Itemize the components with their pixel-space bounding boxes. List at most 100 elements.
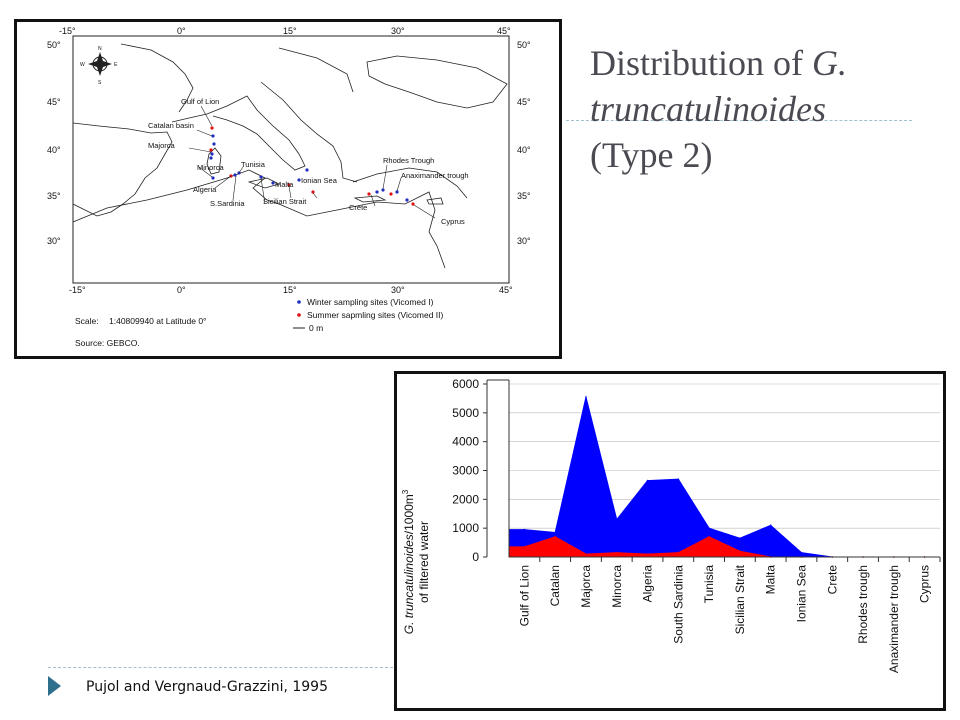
lon-label-top-3: 15° (283, 26, 297, 36)
data-point (739, 537, 741, 540)
x-tick-label: Majorca (579, 565, 593, 608)
lat-label-left-2: 45° (47, 97, 61, 107)
lon-label-top-5: 45° (497, 26, 511, 36)
map-scale-label: Scale: (75, 316, 99, 326)
map-source: Source: GEBCO. (75, 338, 140, 348)
legend-winter-label: Winter sampling sites (Vicomed I) (307, 297, 434, 307)
site-dot (211, 134, 215, 138)
title-prefix: Distribution of (590, 43, 812, 83)
x-axis-ticks: Gulf of Lion Catalan Majorca Minorca Algeria… (517, 557, 941, 673)
site-label-tunisia: Tunisia (241, 160, 266, 169)
lat-label-right-1: 50° (517, 40, 531, 50)
y-axis-label-line2: of filtered water (417, 521, 431, 603)
x-tick-label: Minorca (610, 565, 624, 608)
lat-label-right-3: 40° (517, 145, 531, 155)
compass-n: N (98, 46, 102, 52)
lon-label-bottom-5: 45° (499, 285, 513, 295)
y-axis-label-unit: /1000m (402, 494, 416, 534)
y-tick-label: 0 (472, 550, 479, 564)
data-point (646, 553, 649, 555)
x-tick-label: Gulf of Lion (517, 565, 531, 626)
site-dot (395, 190, 399, 194)
lat-label-left-5: 30° (47, 236, 61, 246)
lat-label-right-4: 35° (517, 191, 531, 201)
y-axis-label: G. truncatulinoides/1000m3 (401, 489, 416, 634)
map-panel: -15° 0° 15° 30° 45° -15° 0° 15° 30° 45° … (14, 19, 562, 359)
lat-label-right-2: 45° (517, 97, 531, 107)
compass-w: W (80, 62, 85, 68)
title-divider (566, 120, 912, 121)
series-area-1 (508, 396, 925, 558)
y-tick-label: 5000 (452, 406, 479, 420)
lon-label-top-4: 30° (391, 26, 405, 36)
lat-label-left-4: 35° (47, 191, 61, 201)
site-dot (209, 156, 213, 160)
chart-panel: 6000 5000 4000 3000 2000 1000 0 Gulf of Lion Ca… (394, 371, 946, 711)
y-tick-label: 4000 (452, 435, 479, 449)
compass-rose-icon: N W E S (80, 46, 118, 86)
site-label-rhodes-trough: Rhodes Trough (383, 156, 434, 165)
title-suffix: (Type 2) (590, 135, 713, 175)
site-dot (389, 192, 393, 196)
lat-label-left-3: 40° (47, 145, 61, 155)
mediterranean-map: -15° 0° 15° 30° 45° -15° 0° 15° 30° 45° … (47, 26, 531, 348)
x-tick-label: Cyprus (918, 565, 932, 603)
x-tick-label: Malta (764, 565, 778, 595)
site-dot (259, 175, 263, 179)
site-label-gulf-of-lion: Gulf of Lion (181, 97, 219, 106)
bullet-arrow-icon (48, 676, 61, 696)
site-dot (233, 173, 237, 177)
legend-summer-label: Summer sapmling sites (Vicomed II) (307, 310, 444, 320)
site-dot (405, 198, 409, 202)
footer-divider (48, 667, 393, 668)
x-tick-label: Algeria (641, 565, 655, 603)
coastline (72, 43, 508, 269)
legend-winter-marker (297, 300, 301, 304)
data-point (554, 536, 556, 538)
page-title: Distribution of G. truncatulinoides (Typ… (590, 40, 940, 178)
site-label-minorca: Minorca (197, 163, 225, 172)
compass-e: E (114, 62, 118, 68)
x-tick-label: Crete (825, 565, 839, 595)
data-point (800, 551, 803, 554)
site-label-s-sardinia: S.Sardinia (210, 199, 245, 208)
y-axis-label-sup: 3 (401, 489, 410, 494)
site-dot (210, 126, 214, 130)
site-dot (411, 202, 415, 206)
x-tick-label: Rhodes trough (856, 565, 870, 644)
site-label-malta: Malta (275, 180, 294, 189)
data-point (646, 479, 649, 482)
lon-label-bottom-4: 30° (391, 285, 405, 295)
y-tick-label: 3000 (452, 464, 479, 478)
site-dot (271, 181, 275, 185)
y-tick-label: 1000 (452, 521, 479, 535)
y-axis-ticks: 6000 5000 4000 3000 2000 1000 0 (452, 377, 487, 564)
site-label-catalan-basin: Catalan basin (148, 121, 194, 130)
site-dot (311, 190, 315, 194)
data-point (523, 546, 526, 548)
site-label-ionian-sea: Ionian Sea (301, 176, 338, 185)
site-dot (287, 183, 291, 187)
x-tick-label: Tunisia (702, 565, 716, 604)
site-dot (381, 188, 385, 192)
data-point (677, 478, 680, 480)
y-tick-label: 2000 (452, 492, 479, 506)
site-label-cyprus: Cyprus (441, 217, 465, 226)
title-species: G. truncatulinoides (590, 43, 847, 129)
site-dot (375, 190, 379, 194)
lon-label-bottom-1: -15° (69, 285, 86, 295)
label-leaders (188, 105, 436, 219)
data-point (523, 528, 526, 531)
x-tick-label: South Sardinia (671, 565, 685, 644)
map-scale-value: 1:40809940 at Latitude 0° (109, 316, 206, 326)
data-point (615, 551, 618, 554)
lon-label-bottom-2: 0° (177, 285, 186, 295)
chart-areas (508, 396, 926, 558)
lon-label-top-2: 0° (177, 26, 186, 36)
site-dot (209, 148, 213, 152)
data-point (769, 524, 772, 527)
y-axis-label-species: G. truncatulinoides (402, 534, 416, 634)
site-label-majorca: Majorca (148, 141, 176, 150)
compass-s: S (98, 80, 102, 86)
abundance-area-chart: 6000 5000 4000 3000 2000 1000 0 Gulf of Lion Ca… (401, 377, 941, 673)
